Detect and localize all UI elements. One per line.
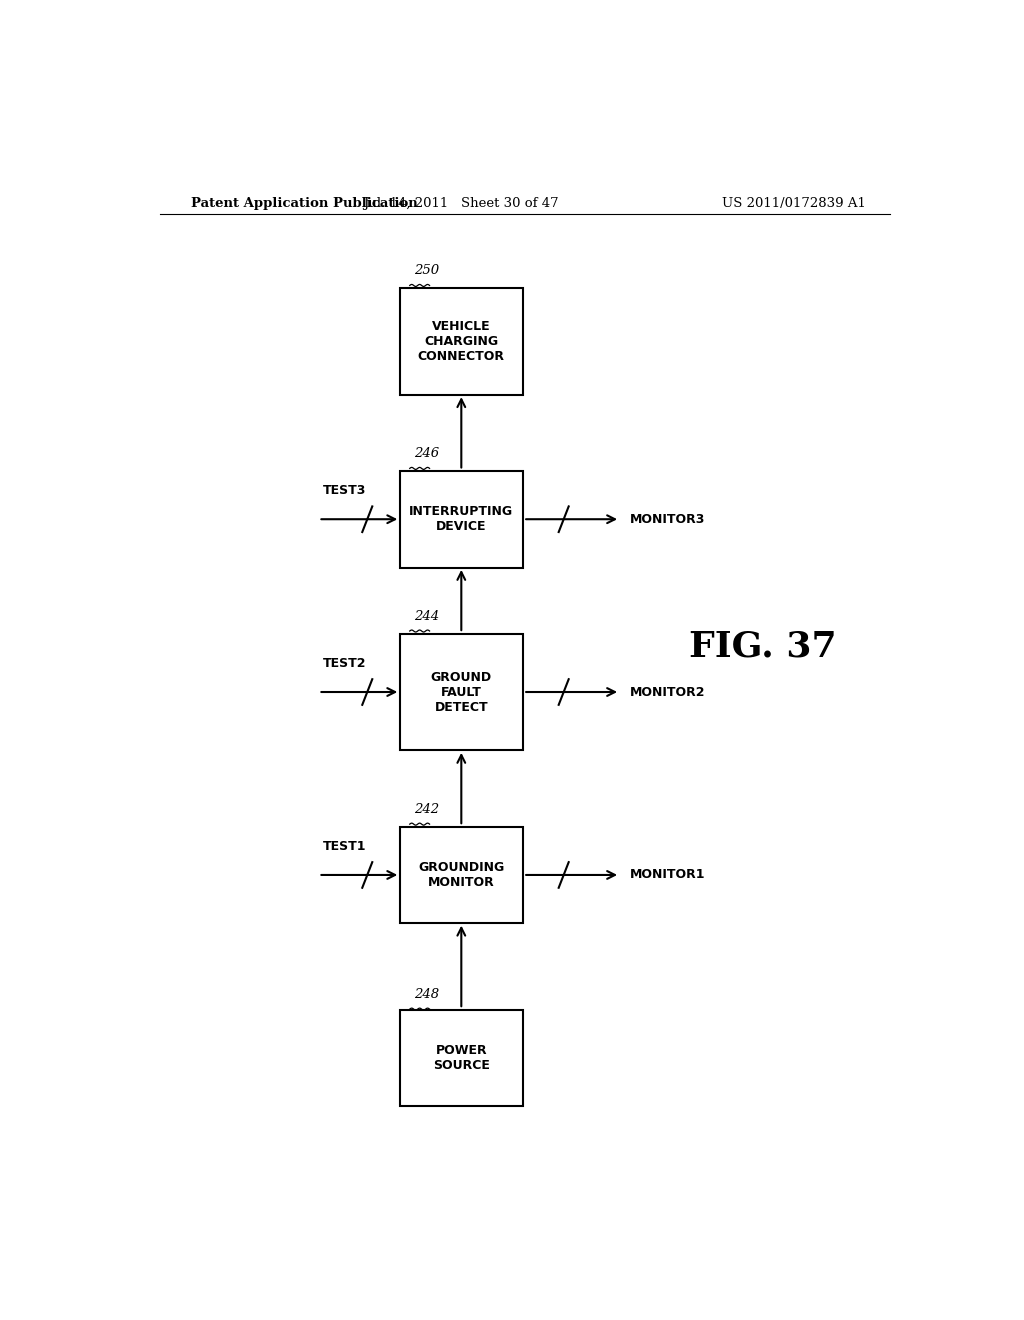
Text: Patent Application Publication: Patent Application Publication bbox=[191, 197, 418, 210]
Bar bbox=[399, 634, 523, 751]
Text: US 2011/0172839 A1: US 2011/0172839 A1 bbox=[722, 197, 866, 210]
Text: TEST3: TEST3 bbox=[323, 484, 366, 496]
Text: VEHICLE
CHARGING
CONNECTOR: VEHICLE CHARGING CONNECTOR bbox=[418, 319, 505, 363]
Bar bbox=[399, 1010, 523, 1106]
Text: Jul. 14, 2011   Sheet 30 of 47: Jul. 14, 2011 Sheet 30 of 47 bbox=[364, 197, 559, 210]
Bar bbox=[399, 288, 523, 395]
Text: 248: 248 bbox=[414, 987, 439, 1001]
Bar bbox=[399, 471, 523, 568]
Text: GROUND
FAULT
DETECT: GROUND FAULT DETECT bbox=[431, 671, 492, 714]
Text: 242: 242 bbox=[414, 803, 439, 816]
Text: GROUNDING
MONITOR: GROUNDING MONITOR bbox=[418, 861, 505, 888]
Text: 250: 250 bbox=[414, 264, 439, 277]
Bar bbox=[399, 826, 523, 923]
Text: POWER
SOURCE: POWER SOURCE bbox=[433, 1044, 489, 1072]
Text: MONITOR2: MONITOR2 bbox=[630, 685, 706, 698]
Text: 246: 246 bbox=[414, 447, 439, 461]
Text: INTERRUPTING
DEVICE: INTERRUPTING DEVICE bbox=[410, 506, 513, 533]
Text: TEST1: TEST1 bbox=[323, 840, 366, 853]
Text: MONITOR3: MONITOR3 bbox=[630, 512, 705, 525]
Text: 244: 244 bbox=[414, 610, 439, 623]
Text: MONITOR1: MONITOR1 bbox=[630, 869, 706, 882]
Text: FIG. 37: FIG. 37 bbox=[689, 630, 837, 663]
Text: TEST2: TEST2 bbox=[323, 656, 366, 669]
